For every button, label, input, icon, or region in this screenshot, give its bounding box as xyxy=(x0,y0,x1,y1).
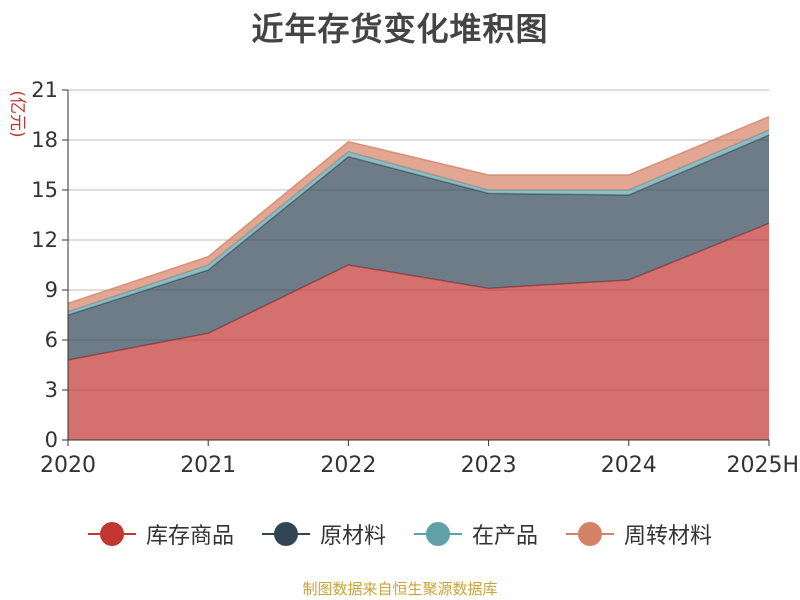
area-series-0 xyxy=(68,223,769,440)
y-tick-label-6: 6 xyxy=(45,328,58,352)
legend-swatch-raw-materials xyxy=(261,522,310,546)
legend-item-raw-materials[interactable]: 原材料 xyxy=(261,518,386,550)
legend: 库存商品 原材料 在产品 周转材料 xyxy=(0,518,800,550)
legend-item-inventory-goods[interactable]: 库存商品 xyxy=(87,518,234,550)
legend-swatch-inventory-goods xyxy=(87,522,136,546)
legend-item-turnover-materials[interactable]: 周转材料 xyxy=(566,518,712,550)
legend-label-turnover-materials: 周转材料 xyxy=(624,524,713,549)
chart-title: 近年存货变化堆积图 xyxy=(251,10,549,48)
y-tick-label-18: 18 xyxy=(31,128,58,152)
y-tick-label-15: 15 xyxy=(31,178,58,202)
x-tick-label-2022: 2022 xyxy=(320,453,376,478)
y-tick-label-9: 9 xyxy=(45,278,58,302)
legend-item-work-in-progress[interactable]: 在产品 xyxy=(414,518,538,550)
x-tick-label-2021: 2021 xyxy=(180,453,236,478)
legend-swatch-work-in-progress xyxy=(414,522,462,546)
y-tick-label-12: 12 xyxy=(31,228,58,252)
line-series-3 xyxy=(67,115,770,305)
area-series-1 xyxy=(68,135,769,360)
y-tick-label-0: 0 xyxy=(45,428,58,452)
x-tick-label-2020: 2020 xyxy=(40,453,96,478)
x-tick-label-2023: 2023 xyxy=(461,453,517,478)
x-tick-label-2024: 2024 xyxy=(601,453,657,478)
source-note: 制图数据来自恒生聚源数据库 xyxy=(302,580,498,598)
legend-label-work-in-progress: 在产品 xyxy=(472,524,539,549)
x-tick-label-2025H: 2025H xyxy=(726,453,799,478)
legend-label-raw-materials: 原材料 xyxy=(319,524,386,549)
legend-label-inventory-goods: 库存商品 xyxy=(145,524,234,549)
line-series-2 xyxy=(67,129,770,313)
y-tick-label-21: 21 xyxy=(31,78,58,102)
y-axis-label: (亿元) xyxy=(7,90,27,137)
legend-swatch-turnover-materials xyxy=(566,522,615,546)
y-tick-label-3: 3 xyxy=(45,378,58,402)
